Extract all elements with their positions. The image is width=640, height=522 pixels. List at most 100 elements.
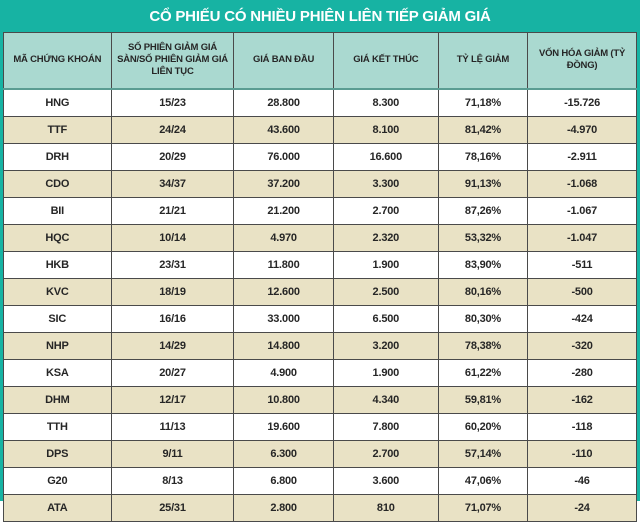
table-cell: 20/27 (110, 358, 235, 387)
table-cell: SIC (3, 304, 112, 333)
table-row: BII 21/21 21.200 2.700 87,26% -1.067 (3, 196, 637, 225)
table-cell: -511 (527, 250, 637, 279)
table-cell: 19.600 (233, 412, 334, 441)
table-cell: 8/13 (110, 466, 235, 495)
table-cell: CDO (3, 169, 112, 198)
table-cell: -46 (527, 466, 637, 495)
table-cell: 10.800 (233, 385, 334, 414)
table-cell: 8.300 (332, 88, 439, 117)
table-cell: -24 (527, 493, 637, 522)
table-cell: -15.726 (527, 88, 637, 117)
table-cell: DRH (3, 142, 112, 171)
table-cell: TTF (3, 115, 112, 144)
table-cell: 76.000 (233, 142, 334, 171)
table-cell: 810 (332, 493, 439, 522)
column-header-end-price: GIÁ KẾT THÚC (332, 32, 439, 90)
table-row: G20 8/13 6.800 3.600 47,06% -46 (3, 466, 637, 495)
table-cell: 2.320 (332, 223, 439, 252)
column-header-cap-loss: VỐN HÓA GIẢM (TỶ ĐỒNG) (527, 32, 637, 90)
table-cell: 4.340 (332, 385, 439, 414)
table-cell: 61,22% (437, 358, 529, 387)
table-cell: 71,18% (437, 88, 529, 117)
table-cell: 78,38% (437, 331, 529, 360)
table-cell: 81,42% (437, 115, 529, 144)
table-cell: 71,07% (437, 493, 529, 522)
table-cell: 14/29 (110, 331, 235, 360)
table-cell: -2.911 (527, 142, 637, 171)
table-cell: 60,20% (437, 412, 529, 441)
table-cell: 11/13 (110, 412, 235, 441)
table-cell: 80,16% (437, 277, 529, 306)
table-row: NHP 14/29 14.800 3.200 78,38% -320 (3, 331, 637, 360)
table-cell: 11.800 (233, 250, 334, 279)
table-cell: KSA (3, 358, 112, 387)
table-cell: 59,81% (437, 385, 529, 414)
table-cell: 6.500 (332, 304, 439, 333)
table-cell: HQC (3, 223, 112, 252)
table-cell: 2.700 (332, 196, 439, 225)
table-cell: 53,32% (437, 223, 529, 252)
table-cell: 1.900 (332, 358, 439, 387)
table-cell: 33.000 (233, 304, 334, 333)
table-cell: 78,16% (437, 142, 529, 171)
column-header-start-price: GIÁ BAN ĐẦU (233, 32, 334, 90)
table-cell: 3.300 (332, 169, 439, 198)
table-cell: -1.068 (527, 169, 637, 198)
table-cell: -4.970 (527, 115, 637, 144)
table-cell: 4.900 (233, 358, 334, 387)
table-cell: -500 (527, 277, 637, 306)
table-cell: 25/31 (110, 493, 235, 522)
table-cell: 28.800 (233, 88, 334, 117)
column-header-sessions: SỐ PHIÊN GIẢM GIÁ SÀN/SỐ PHIÊN GIẢM GIÁ … (110, 32, 235, 90)
table-cell: 37.200 (233, 169, 334, 198)
table-cell: 2.800 (233, 493, 334, 522)
table-cell: 16.600 (332, 142, 439, 171)
table-row: HKB 23/31 11.800 1.900 83,90% -511 (3, 250, 637, 279)
table-cell: DPS (3, 439, 112, 468)
stock-decline-table: MÃ CHỨNG KHOÁN SỐ PHIÊN GIẢM GIÁ SÀN/SỐ … (3, 32, 637, 522)
table-cell: KVC (3, 277, 112, 306)
table-row: KSA 20/27 4.900 1.900 61,22% -280 (3, 358, 637, 387)
table-cell: 6.300 (233, 439, 334, 468)
table-cell: 23/31 (110, 250, 235, 279)
table-cell: -162 (527, 385, 637, 414)
table-cell: -320 (527, 331, 637, 360)
table-row: DHM 12/17 10.800 4.340 59,81% -162 (3, 385, 637, 414)
table-cell: 20/29 (110, 142, 235, 171)
table-title: CỔ PHIẾU CÓ NHIỀU PHIÊN LIÊN TIẾP GIẢM G… (149, 7, 491, 25)
table-cell: G20 (3, 466, 112, 495)
table-row: SIC 16/16 33.000 6.500 80,30% -424 (3, 304, 637, 333)
table-cell: 16/16 (110, 304, 235, 333)
table-cell: 10/14 (110, 223, 235, 252)
table-cell: 34/37 (110, 169, 235, 198)
table-cell: 18/19 (110, 277, 235, 306)
table-row: HNG 15/23 28.800 8.300 71,18% -15.726 (3, 88, 637, 117)
table-cell: 83,90% (437, 250, 529, 279)
table-cell: -110 (527, 439, 637, 468)
table-cell: 57,14% (437, 439, 529, 468)
table-cell: 3.200 (332, 331, 439, 360)
table-cell: 24/24 (110, 115, 235, 144)
table-cell: 2.500 (332, 277, 439, 306)
table-row: TTF 24/24 43.600 8.100 81,42% -4.970 (3, 115, 637, 144)
table-cell: 43.600 (233, 115, 334, 144)
table-row: KVC 18/19 12.600 2.500 80,16% -500 (3, 277, 637, 306)
table-cell: BII (3, 196, 112, 225)
table-cell: 91,13% (437, 169, 529, 198)
title-bar: CỔ PHIẾU CÓ NHIỀU PHIÊN LIÊN TIẾP GIẢM G… (3, 0, 637, 32)
table-cell: NHP (3, 331, 112, 360)
table-cell: HNG (3, 88, 112, 117)
column-header-decline-ratio: TỶ LỆ GIẢM (437, 32, 529, 90)
table-cell: -1.067 (527, 196, 637, 225)
table-cell: 1.900 (332, 250, 439, 279)
table-cell: -280 (527, 358, 637, 387)
table-cell: HKB (3, 250, 112, 279)
table-cell: DHM (3, 385, 112, 414)
table-cell: TTH (3, 412, 112, 441)
table-row: DRH 20/29 76.000 16.600 78,16% -2.911 (3, 142, 637, 171)
table-row: CDO 34/37 37.200 3.300 91,13% -1.068 (3, 169, 637, 198)
table-cell: 47,06% (437, 466, 529, 495)
table-cell: ATA (3, 493, 112, 522)
table-cell: 80,30% (437, 304, 529, 333)
